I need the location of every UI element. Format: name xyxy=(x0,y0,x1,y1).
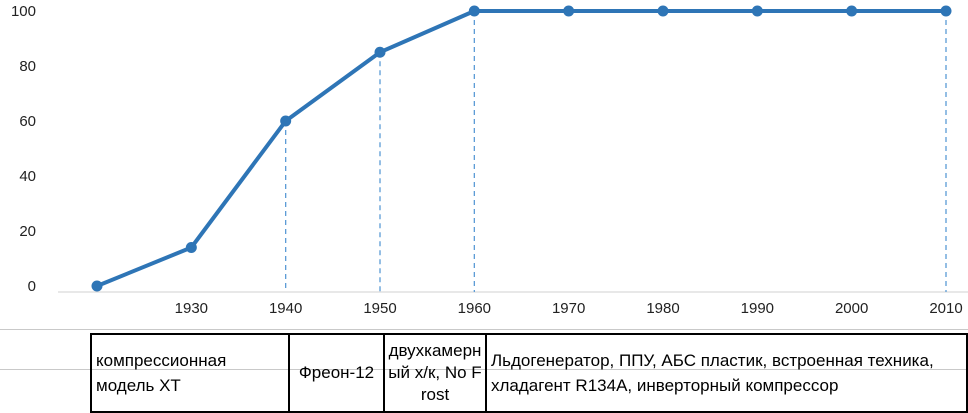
data-point xyxy=(280,115,292,127)
series-polyline xyxy=(95,9,948,288)
x-tick-label: 2010 xyxy=(929,300,962,317)
table-cell-freon: Фреон-12 xyxy=(288,333,385,413)
x-tick-label: 2000 xyxy=(835,300,868,317)
table-cell-text: компрессионная модель ХТ xyxy=(96,351,227,395)
x-tick-label: 1930 xyxy=(175,300,208,317)
data-point xyxy=(468,5,480,17)
data-point xyxy=(846,5,858,17)
x-tick-label: 1950 xyxy=(363,300,396,317)
data-points xyxy=(91,5,952,292)
y-tick-label: 100 xyxy=(11,3,36,20)
table-divider-top xyxy=(0,329,968,330)
y-tick-label: 80 xyxy=(19,58,36,75)
data-point xyxy=(563,5,575,17)
y-tick-label: 0 xyxy=(28,278,36,295)
data-point xyxy=(657,5,669,17)
table-divider-mid xyxy=(0,369,968,370)
data-point xyxy=(940,5,952,17)
y-axis-labels: 0 20 40 60 80 100 xyxy=(11,3,36,295)
x-axis-labels: 1930 1940 1950 1960 1970 1980 1990 2000 2010 xyxy=(175,300,963,317)
table-cell-two-chamber: двухкамерный х/к, No Frost xyxy=(383,333,487,413)
x-tick-label: 1970 xyxy=(552,300,585,317)
table-cell-compression-model: компрессионная модель ХТ xyxy=(90,333,290,413)
y-tick-label: 20 xyxy=(19,223,36,240)
y-tick-label: 40 xyxy=(19,168,36,185)
x-tick-label: 1980 xyxy=(646,300,679,317)
table-cell-text: Фреон-12 xyxy=(298,363,375,382)
table-cell-text: Льдогенератор, ППУ, АБС пластик, встроен… xyxy=(491,351,934,395)
y-tick-label: 60 xyxy=(19,113,36,130)
drop-lines xyxy=(285,11,947,292)
x-tick-label: 1940 xyxy=(269,300,302,317)
table-cell-text: двухкамерный х/к, No Frost xyxy=(388,341,482,404)
data-point xyxy=(91,280,103,292)
series-line xyxy=(95,9,948,288)
x-tick-label: 1960 xyxy=(458,300,491,317)
line-chart: 0 20 40 60 80 100 1930 1940 1950 1960 1970 1980 199… xyxy=(11,3,968,317)
table-cell-modern-tech: Льдогенератор, ППУ, АБС пластик, встроен… xyxy=(485,333,968,413)
data-point xyxy=(374,46,386,58)
data-point xyxy=(185,242,197,253)
x-tick-label: 1990 xyxy=(741,300,774,317)
data-point xyxy=(751,5,763,17)
